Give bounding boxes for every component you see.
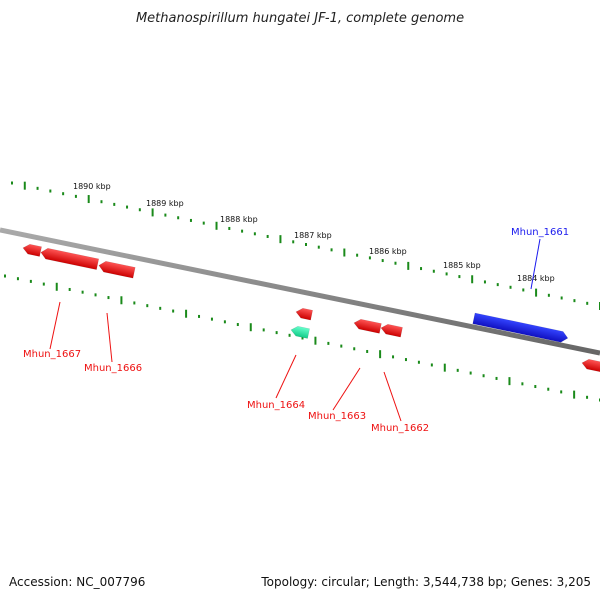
scale-label: 1888 kbp xyxy=(220,215,258,224)
gene-block-mhun-1668 xyxy=(22,243,42,257)
gene-block-mhun-1661 xyxy=(472,312,569,343)
gene-block-mhun-1664 xyxy=(290,325,310,339)
gene-label: Mhun_1666 xyxy=(84,363,142,374)
gene-leader-line xyxy=(383,371,402,422)
scale-label: 1890 kbp xyxy=(73,182,111,191)
gene-label: Mhun_1662 xyxy=(371,423,429,434)
gene-label: Mhun_1661 xyxy=(511,227,569,238)
gene-block-mhun-1666 xyxy=(98,260,136,279)
accession-label: Accession: NC_007796 xyxy=(9,575,146,589)
gene-label: Mhun_1664 xyxy=(247,400,305,411)
gene-leader-line xyxy=(49,301,61,350)
gene-leader-line xyxy=(275,354,297,399)
gene-block-mhun-1662 xyxy=(380,323,403,338)
gene-block-mhun-1667 xyxy=(40,247,100,270)
scale-label: 1886 kbp xyxy=(369,247,407,256)
genome-summary: Topology: circular; Length: 3,544,738 bp… xyxy=(261,575,591,589)
genome-backbone xyxy=(0,227,600,356)
gene-block-mhun-1663 xyxy=(353,318,382,334)
scale-label: 1887 kbp xyxy=(294,231,332,240)
gene-block-mhun-1660 xyxy=(581,358,600,373)
gene-label: Mhun_1663 xyxy=(308,411,366,422)
scale-label: 1885 kbp xyxy=(443,261,481,270)
gene-label: Mhun_1667 xyxy=(23,349,81,360)
gene-leader-line xyxy=(332,367,361,411)
genome-title: Methanospirillum hungatei JF-1, complete… xyxy=(135,11,465,26)
gene-leader-line xyxy=(106,312,113,363)
scale-label: 1884 kbp xyxy=(517,274,555,283)
gene-block-mhun-1665 xyxy=(295,307,313,321)
gene-leader-line xyxy=(530,238,541,290)
scale-label: 1889 kbp xyxy=(146,199,184,208)
